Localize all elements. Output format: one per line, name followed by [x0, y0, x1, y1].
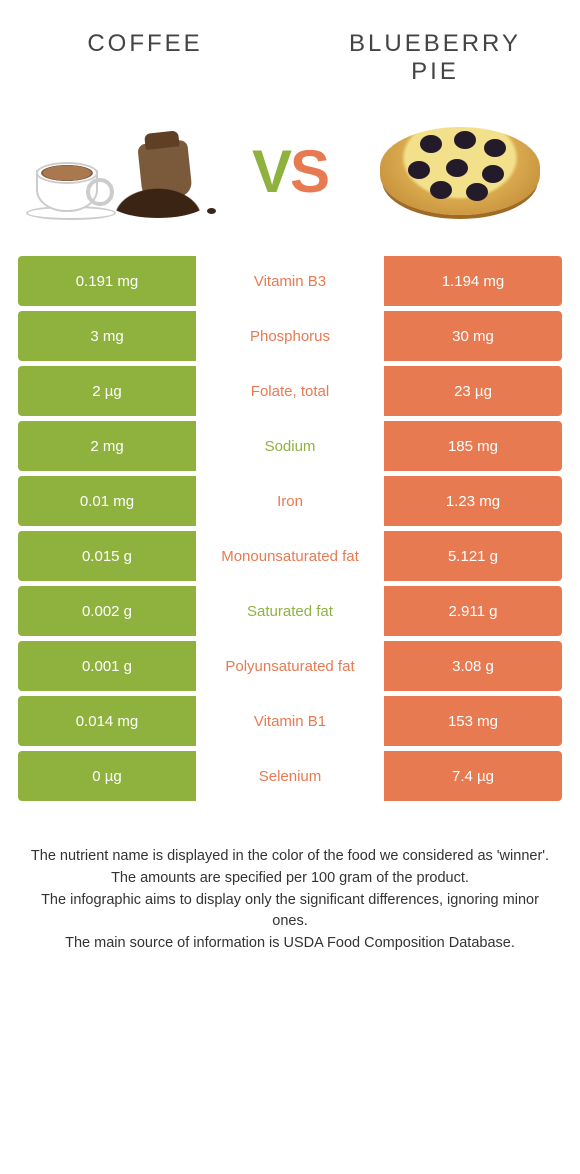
- left-value: 0.001 g: [18, 641, 196, 691]
- right-value: 1.194 mg: [384, 256, 562, 306]
- nutrient-label: Iron: [196, 476, 384, 526]
- berry-icon: [466, 183, 488, 201]
- right-value: 3.08 g: [384, 641, 562, 691]
- left-value: 2 µg: [18, 366, 196, 416]
- title-left: COFFEE: [30, 30, 260, 86]
- table-row: 0.002 gSaturated fat2.911 g: [18, 586, 562, 636]
- nutrient-label: Folate, total: [196, 366, 384, 416]
- table-row: 0.191 mgVitamin B31.194 mg: [18, 256, 562, 306]
- footnotes: The nutrient name is displayed in the co…: [0, 806, 580, 975]
- table-row: 2 µgFolate, total23 µg: [18, 366, 562, 416]
- nutrient-label: Selenium: [196, 751, 384, 801]
- left-value: 0 µg: [18, 751, 196, 801]
- table-row: 0.01 mgIron1.23 mg: [18, 476, 562, 526]
- right-value: 1.23 mg: [384, 476, 562, 526]
- vs-v: V: [252, 138, 290, 205]
- nutrient-label: Saturated fat: [196, 586, 384, 636]
- nutrient-label: Monounsaturated fat: [196, 531, 384, 581]
- berry-icon: [446, 159, 468, 177]
- images-row: VS: [0, 96, 580, 256]
- right-value: 185 mg: [384, 421, 562, 471]
- berry-icon: [430, 181, 452, 199]
- table-row: 0.014 mgVitamin B1153 mg: [18, 696, 562, 746]
- vs-label: VS: [252, 137, 328, 206]
- title-right: BLUEBERRY PIE: [320, 30, 550, 86]
- vs-s: S: [290, 138, 328, 205]
- table-row: 0.015 gMonounsaturated fat5.121 g: [18, 531, 562, 581]
- pie-image: [370, 116, 550, 226]
- footnote-line: The infographic aims to display only the…: [30, 890, 550, 934]
- nutrient-label: Vitamin B3: [196, 256, 384, 306]
- berry-icon: [420, 135, 442, 153]
- title-spacer: [260, 30, 320, 86]
- left-value: 0.002 g: [18, 586, 196, 636]
- right-value: 23 µg: [384, 366, 562, 416]
- nutrient-label: Polyunsaturated fat: [196, 641, 384, 691]
- table-row: 3 mgPhosphorus30 mg: [18, 311, 562, 361]
- footnote-line: The amounts are specified per 100 gram o…: [30, 868, 550, 890]
- left-value: 0.015 g: [18, 531, 196, 581]
- nutrient-label: Vitamin B1: [196, 696, 384, 746]
- footnote-line: The nutrient name is displayed in the co…: [30, 846, 550, 868]
- left-value: 0.01 mg: [18, 476, 196, 526]
- coffee-image: [30, 116, 210, 226]
- left-value: 0.014 mg: [18, 696, 196, 746]
- table-row: 0.001 gPolyunsaturated fat3.08 g: [18, 641, 562, 691]
- right-value: 5.121 g: [384, 531, 562, 581]
- left-value: 2 mg: [18, 421, 196, 471]
- left-value: 0.191 mg: [18, 256, 196, 306]
- comparison-table: 0.191 mgVitamin B31.194 mg3 mgPhosphorus…: [18, 256, 562, 801]
- berry-icon: [408, 161, 430, 179]
- nutrient-label: Sodium: [196, 421, 384, 471]
- right-value: 7.4 µg: [384, 751, 562, 801]
- right-value: 153 mg: [384, 696, 562, 746]
- right-value: 30 mg: [384, 311, 562, 361]
- table-row: 2 mgSodium185 mg: [18, 421, 562, 471]
- berry-icon: [454, 131, 476, 149]
- table-row: 0 µgSelenium7.4 µg: [18, 751, 562, 801]
- footnote-line: The main source of information is USDA F…: [30, 933, 550, 955]
- berry-icon: [484, 139, 506, 157]
- right-value: 2.911 g: [384, 586, 562, 636]
- nutrient-label: Phosphorus: [196, 311, 384, 361]
- header-titles: COFFEE BLUEBERRY PIE: [0, 0, 580, 96]
- left-value: 3 mg: [18, 311, 196, 361]
- berry-icon: [482, 165, 504, 183]
